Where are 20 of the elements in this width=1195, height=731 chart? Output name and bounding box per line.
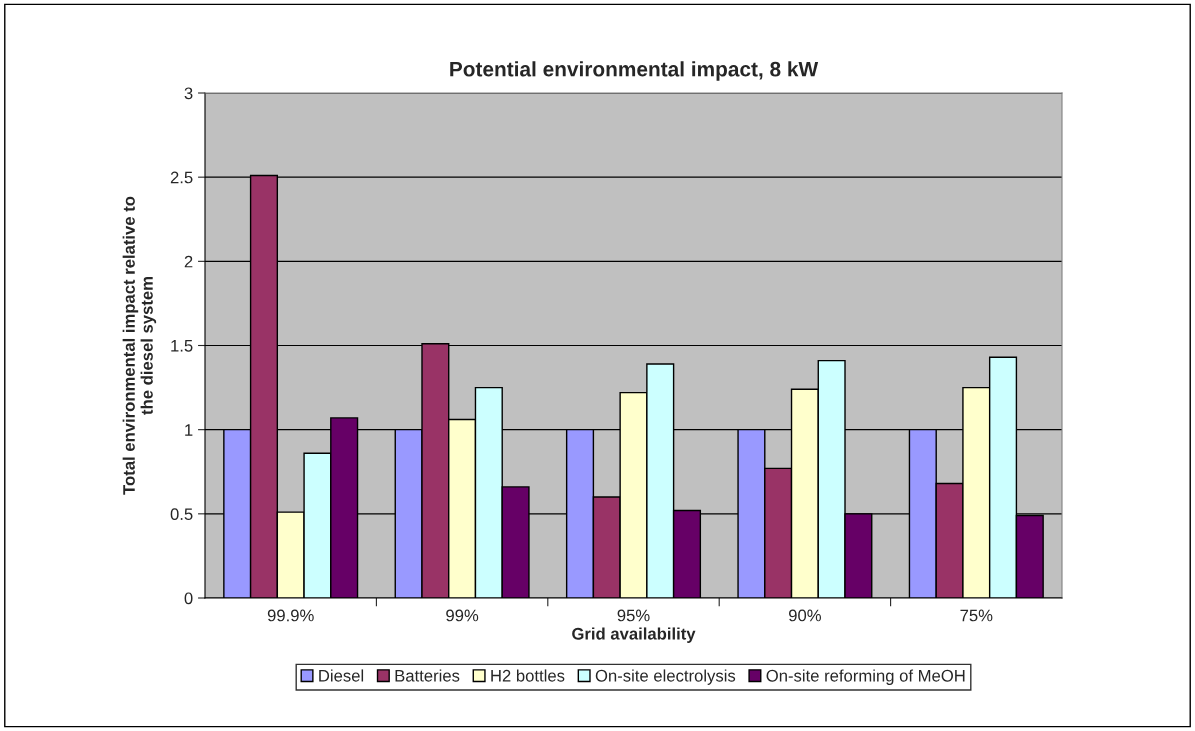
x-tick-label: 75% <box>960 609 993 622</box>
legend-label: On-site reforming of MeOH <box>766 669 965 685</box>
y-tick-label: 2.5 <box>170 171 193 184</box>
y-tick-label: 0.5 <box>170 508 193 521</box>
y-tick-label: 3 <box>184 87 193 100</box>
legend-label: Diesel <box>319 669 364 682</box>
y-tick-label: 2 <box>184 255 193 268</box>
y-tick-label: 1 <box>185 424 193 436</box>
legend-label: H2 bottles <box>491 669 565 682</box>
legend-label: Batteries <box>395 669 460 682</box>
y-tick-label: 1.5 <box>171 340 193 352</box>
x-axis-title: Grid availability <box>572 627 696 643</box>
y-axis-title: Total environmental impact relative to the diesel system <box>122 196 157 495</box>
y-tick-label: 0 <box>184 592 193 605</box>
legend-label: On-site electrolysis <box>595 669 736 685</box>
x-tick-label: 99% <box>446 609 479 622</box>
x-tick-label: 90% <box>789 609 821 622</box>
x-tick-label: 99.9% <box>267 609 314 622</box>
chart-title: Potential environmental impact, 8 kW <box>450 61 819 81</box>
x-tick-label: 95% <box>617 609 650 622</box>
